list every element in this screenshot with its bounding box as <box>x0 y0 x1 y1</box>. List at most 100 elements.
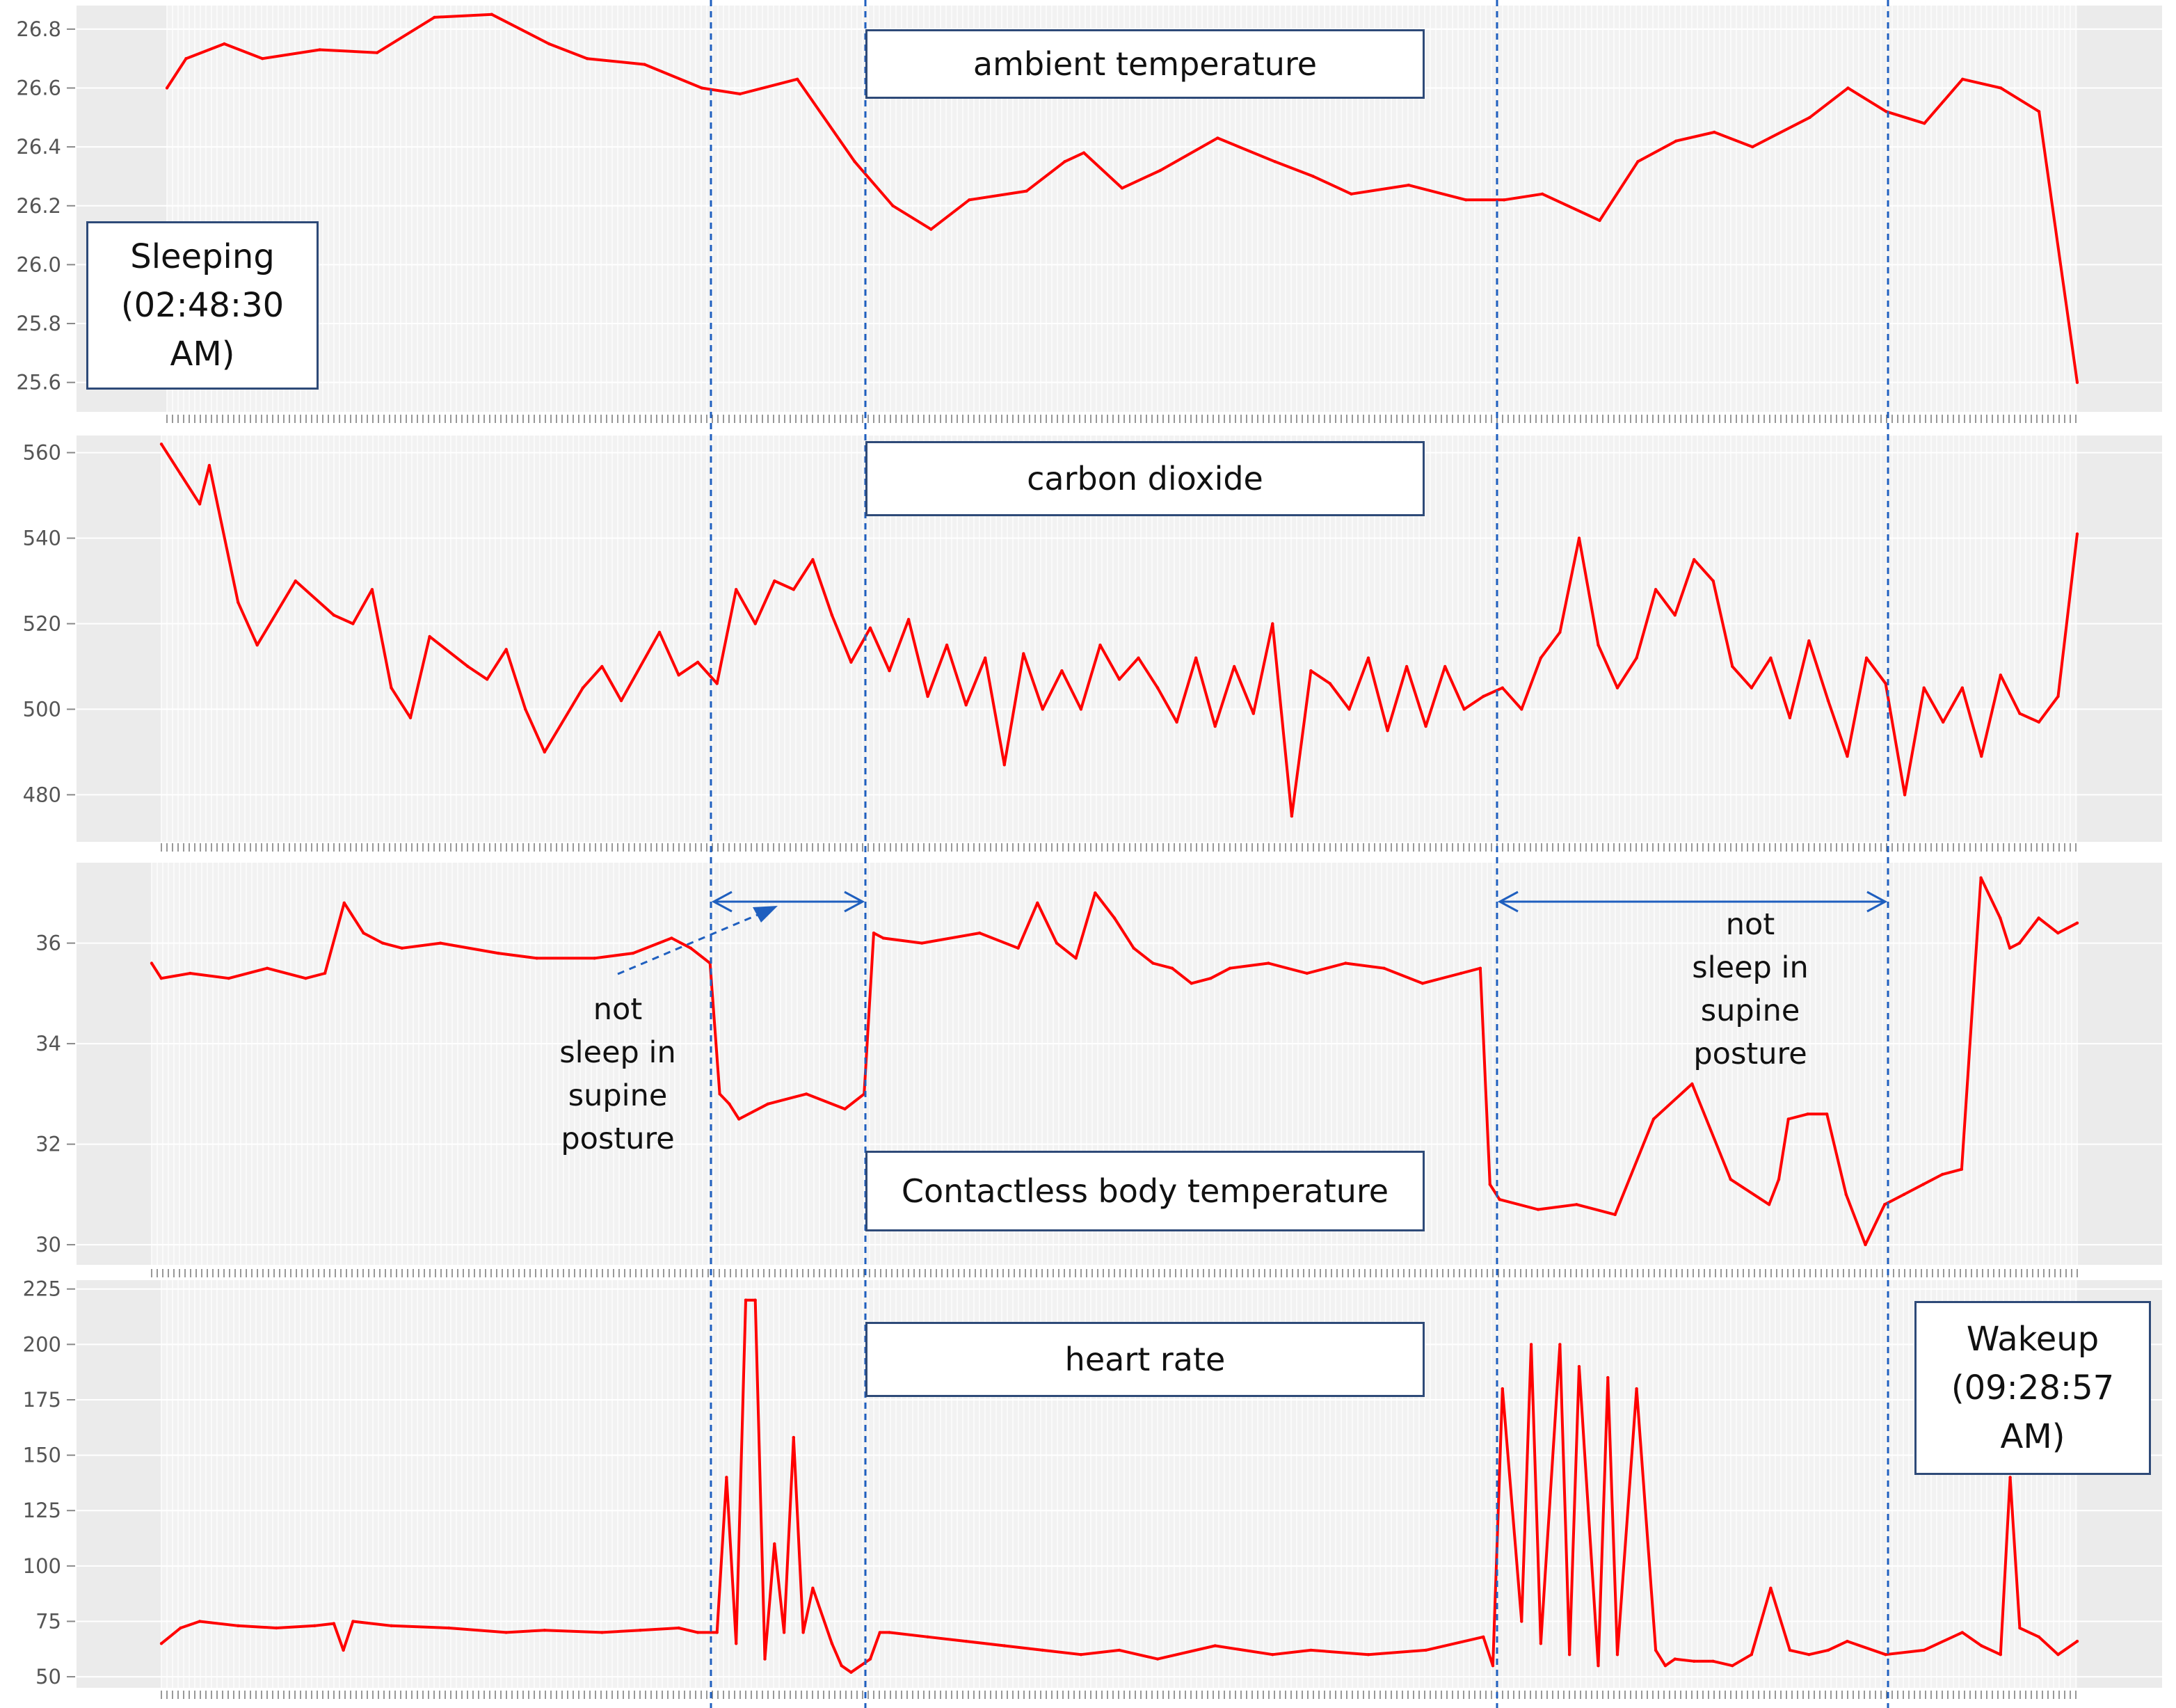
ytick-label-body-temperature: 34 <box>35 1032 61 1055</box>
data-point-carbon-dioxide <box>1750 686 1753 689</box>
data-point-heart-rate <box>1615 1653 1619 1657</box>
ytick-label-ambient-temperature: 26.2 <box>16 194 61 218</box>
xtick-strip-ambient-temperature <box>166 415 2077 423</box>
data-point-body-temperature <box>728 1102 731 1106</box>
pointer-arrow-line <box>617 911 763 975</box>
data-point-carbon-dioxide <box>1309 669 1313 673</box>
xtick-strip-heart-rate <box>161 1691 2077 1699</box>
annotation-not-supine-right: not sleep in supine posture <box>1692 907 1809 1071</box>
data-point-heart-rate <box>811 1586 815 1590</box>
data-point-body-temperature <box>1016 946 1020 950</box>
data-point-heart-rate <box>1539 1642 1543 1645</box>
ytick-label-heart-rate: 75 <box>35 1609 61 1633</box>
wakeup-label-line-1: Wakeup <box>1966 1320 2099 1359</box>
data-point-carbon-dioxide <box>1194 656 1198 660</box>
data-point-heart-rate <box>735 1642 738 1645</box>
data-point-ambient-temperature <box>375 51 379 54</box>
data-point-heart-rate <box>1663 1664 1667 1668</box>
data-point-carbon-dioxide <box>1347 708 1351 711</box>
data-point-ambient-temperature <box>700 86 704 90</box>
interval-arrow-left-head-left <box>711 891 733 913</box>
data-point-body-temperature <box>342 901 346 905</box>
data-point-ambient-temperature <box>643 63 646 66</box>
series-line-ambient-temperature <box>166 13 2079 383</box>
data-point-carbon-dioxide <box>581 686 585 689</box>
data-point-body-temperature <box>1036 901 1039 905</box>
data-point-heart-rate <box>782 1631 786 1634</box>
interval-arrow-right-head-right <box>1866 891 1888 913</box>
data-point-carbon-dioxide <box>504 648 508 651</box>
ytick-label-heart-rate: 175 <box>23 1388 61 1412</box>
data-point-carbon-dioxide <box>619 699 623 703</box>
data-point-carbon-dioxide <box>1155 686 1160 689</box>
data-point-carbon-dioxide <box>486 678 489 681</box>
data-point-heart-rate <box>1501 1387 1504 1391</box>
data-point-ambient-temperature <box>1273 160 1277 163</box>
data-point-carbon-dioxide <box>1002 763 1007 767</box>
ytick-label-heart-rate: 150 <box>23 1444 61 1467</box>
data-point-heart-rate <box>1213 1644 1217 1647</box>
data-point-ambient-temperature <box>891 204 895 207</box>
data-point-heart-rate <box>792 1435 796 1439</box>
data-point-body-temperature <box>1844 1192 1848 1197</box>
data-point-ambient-temperature <box>184 57 188 61</box>
vertical-gridlines-body-temperature <box>151 863 2078 1265</box>
data-point-carbon-dioxide <box>237 600 240 604</box>
panel-title-heart-rate: heart rate <box>865 1322 1425 1397</box>
data-point-heart-rate <box>2056 1653 2060 1657</box>
ytick-label-ambient-temperature: 25.8 <box>16 312 61 335</box>
data-point-carbon-dioxide <box>1942 720 1945 724</box>
data-point-heart-rate <box>773 1542 776 1546</box>
data-point-ambient-temperature <box>1846 86 1850 90</box>
data-point-heart-rate <box>763 1657 767 1661</box>
data-point-carbon-dioxide <box>1175 720 1178 724</box>
data-point-heart-rate <box>677 1626 680 1630</box>
data-point-carbon-dioxide <box>2075 532 2079 536</box>
data-point-heart-rate <box>1750 1653 1753 1657</box>
ytick-label-body-temperature: 36 <box>35 932 61 955</box>
data-point-heart-rate <box>313 1624 317 1627</box>
data-point-carbon-dioxide <box>1980 754 1983 758</box>
data-point-body-temperature <box>1864 1243 1867 1247</box>
data-point-carbon-dioxide <box>2037 720 2041 724</box>
data-point-body-temperature <box>1344 961 1347 965</box>
data-point-heart-rate <box>926 1635 929 1638</box>
data-point-body-temperature <box>881 936 886 940</box>
data-point-body-temperature <box>189 971 192 975</box>
data-point-body-temperature <box>593 957 596 960</box>
xtick-strip-body-temperature <box>151 1269 2078 1277</box>
data-point-carbon-dioxide <box>1443 664 1447 669</box>
data-point-ambient-temperature <box>738 92 742 96</box>
data-point-body-temperature <box>1305 971 1309 975</box>
data-point-body-temperature <box>1777 1178 1781 1181</box>
data-point-carbon-dioxide <box>1137 656 1140 660</box>
data-point-body-temperature <box>843 1107 847 1111</box>
data-point-body-temperature <box>804 1092 808 1096</box>
data-point-carbon-dioxide <box>1788 716 1792 719</box>
data-point-heart-rate <box>159 1642 163 1645</box>
data-point-carbon-dioxide <box>1693 558 1696 561</box>
data-point-carbon-dioxide <box>715 682 719 685</box>
data-point-body-temperature <box>1979 876 1983 879</box>
data-point-carbon-dioxide <box>1577 536 1581 540</box>
data-point-carbon-dioxide <box>2018 712 2022 715</box>
data-point-carbon-dioxide <box>1539 656 1543 660</box>
data-point-carbon-dioxide <box>1271 622 1274 625</box>
ytick-label-body-temperature: 32 <box>35 1133 61 1156</box>
data-point-heart-rate <box>830 1642 834 1645</box>
data-point-carbon-dioxide <box>1079 708 1083 711</box>
data-point-body-temperature <box>1055 941 1059 945</box>
data-point-body-temperature <box>1498 1197 1501 1202</box>
data-point-heart-rate <box>1577 1365 1581 1368</box>
data-point-body-temperature <box>1421 982 1425 985</box>
data-point-carbon-dioxide <box>1041 708 1045 711</box>
data-point-body-temperature <box>1786 1117 1790 1121</box>
data-point-heart-rate <box>1558 1343 1562 1346</box>
data-point-carbon-dioxide <box>1501 686 1504 689</box>
data-point-ambient-temperature <box>2037 110 2041 113</box>
data-point-ambient-temperature <box>1751 145 1754 149</box>
data-point-body-temperature <box>872 931 876 935</box>
ytick-label-ambient-temperature: 26.8 <box>16 17 61 41</box>
data-point-heart-rate <box>600 1631 604 1634</box>
data-point-carbon-dioxide <box>1233 664 1236 669</box>
